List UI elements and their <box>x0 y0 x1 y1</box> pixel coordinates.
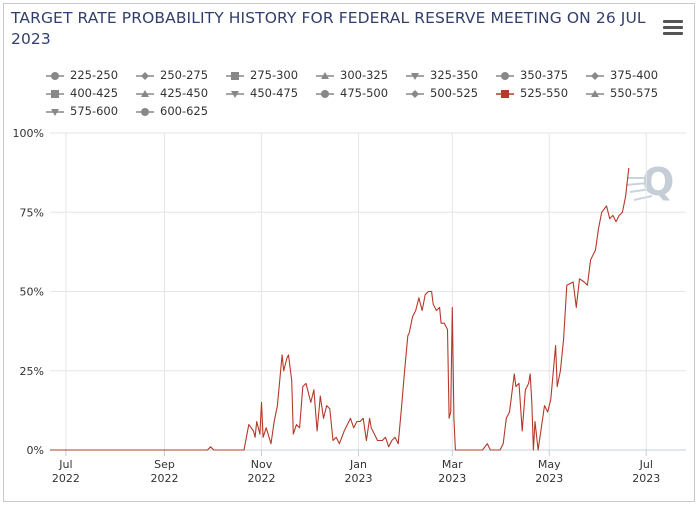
x-tick-label-month: Jul <box>58 458 72 471</box>
series-layer <box>50 167 630 451</box>
x-axis-labels: Jul2022Sep2022Nov2022Jan2023Mar2023May20… <box>52 458 660 485</box>
x-tick-label-month: Nov <box>251 458 273 471</box>
x-tick-label-month: Mar <box>442 458 463 471</box>
x-tick-label-month: Jul <box>639 458 653 471</box>
legend-marker-circle-icon <box>496 72 514 80</box>
legend-marker-triangle-down-icon <box>226 91 244 98</box>
legend-marker-triangle-down-icon <box>406 73 424 80</box>
svg-text:Q: Q <box>642 160 674 204</box>
legend-marker-triangle-up-icon <box>586 90 604 97</box>
legend-marker-diamond-icon <box>586 72 604 80</box>
legend-label: 350-375 <box>520 68 569 82</box>
legend-label: 450-475 <box>250 86 299 100</box>
legend-label: 475-500 <box>340 86 389 100</box>
legend-label: 275-300 <box>250 68 299 82</box>
legend-marker-triangle-up-icon <box>136 90 154 97</box>
legend-label: 400-425 <box>70 86 119 100</box>
legend-label: 525-550 <box>520 86 569 100</box>
y-tick-label: 50% <box>20 286 44 299</box>
y-tick-label: 75% <box>20 206 44 219</box>
y-tick-label: 100% <box>13 127 44 140</box>
legend-marker-square-icon <box>496 90 514 98</box>
legend-marker-square-icon <box>226 72 244 80</box>
y-tick-label: 0% <box>27 444 44 457</box>
legend-label: 225-250 <box>70 68 119 82</box>
chart-frame <box>3 3 695 502</box>
legend-label: 375-400 <box>610 68 659 82</box>
legend-marker-circle-icon <box>136 108 154 116</box>
x-tick-label-month: Jan <box>349 458 367 471</box>
legend-label: 325-350 <box>430 68 479 82</box>
x-tick-label-year: 2022 <box>52 472 80 485</box>
legend-label: 300-325 <box>340 68 389 82</box>
legend-marker-diamond-icon <box>406 90 424 98</box>
legend-marker-triangle-down-icon <box>46 109 64 116</box>
chart-title: TARGET RATE PROBABILITY HISTORY FOR FEDE… <box>11 9 646 48</box>
x-tick-label-year: 2023 <box>535 472 563 485</box>
legend-label: 500-525 <box>430 86 479 100</box>
legend-marker-diamond-icon <box>136 72 154 80</box>
x-tick-label-month: Sep <box>154 458 175 471</box>
legend-marker-circle-icon <box>46 72 64 80</box>
legend-label: 575-600 <box>70 104 119 118</box>
series-line-525-550[interactable] <box>50 167 630 451</box>
legend-marker-square-icon <box>46 90 64 98</box>
y-tick-label: 25% <box>20 365 44 378</box>
legend-marker-triangle-up-icon <box>316 72 334 79</box>
y-axis-labels: 0% 25% 50% 75% 100% <box>13 127 44 457</box>
legend-label: 550-575 <box>610 86 659 100</box>
legend-label: 250-275 <box>160 68 209 82</box>
x-tick-label-year: 2023 <box>632 472 660 485</box>
x-tick-label-year: 2023 <box>344 472 372 485</box>
watermark-q-logo: Q <box>625 160 674 204</box>
legend-label: 425-450 <box>160 86 209 100</box>
x-tick-label-year: 2023 <box>438 472 466 485</box>
hamburger-menu-icon[interactable] <box>663 20 683 38</box>
x-tick-label-year: 2022 <box>150 472 178 485</box>
legend-marker-circle-icon <box>316 90 334 98</box>
grid-lines <box>50 132 686 451</box>
x-tick-label-month: May <box>538 458 561 471</box>
x-tick-label-year: 2022 <box>247 472 275 485</box>
legend-label: 600-625 <box>160 104 209 118</box>
axes <box>50 449 686 456</box>
